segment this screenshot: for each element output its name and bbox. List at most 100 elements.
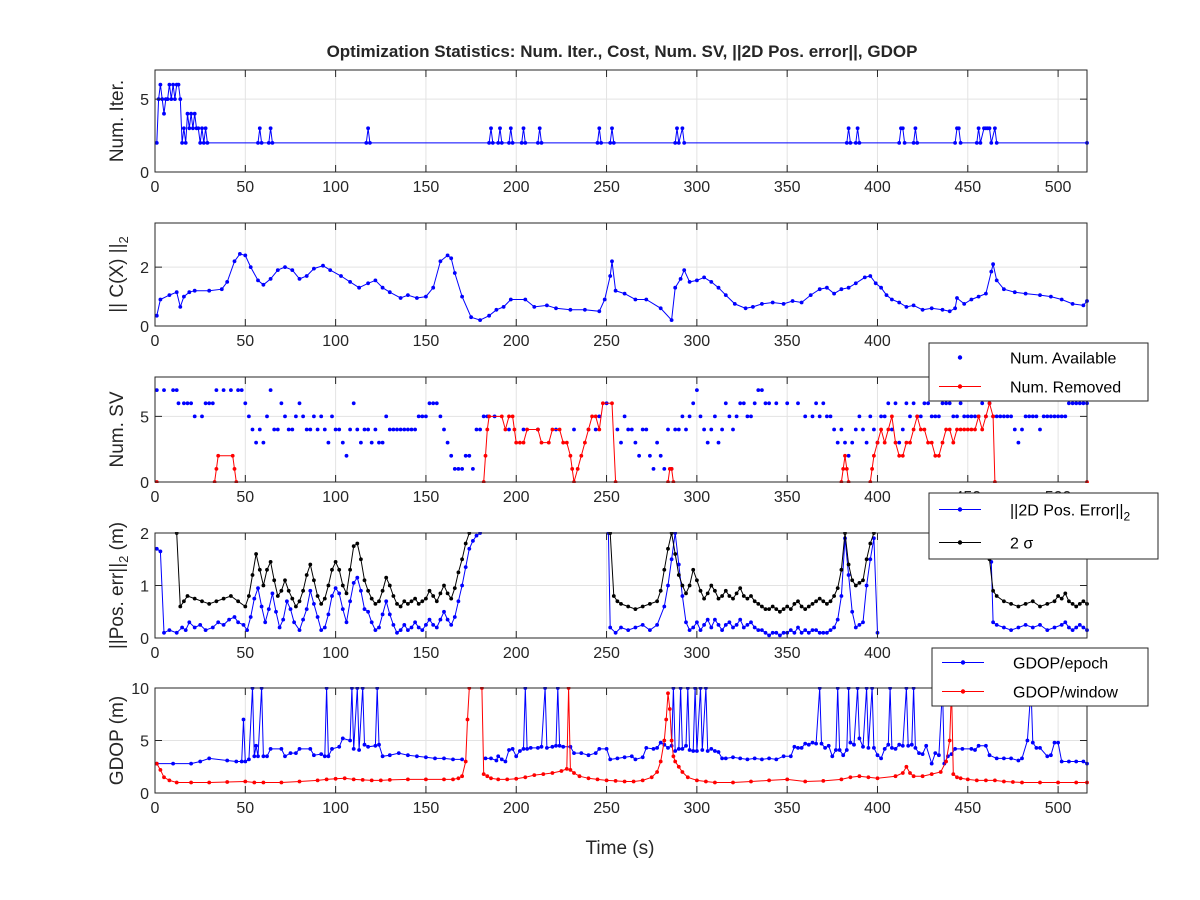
data-point <box>760 604 764 609</box>
data-point <box>169 97 174 101</box>
data-point <box>409 427 414 432</box>
data-point <box>695 388 699 392</box>
data-point <box>803 414 808 419</box>
data-point <box>373 278 378 283</box>
data-point <box>723 588 728 593</box>
data-point <box>680 594 685 598</box>
data-point <box>270 141 275 145</box>
data-point <box>752 625 757 630</box>
data-point <box>1067 401 1071 406</box>
data-point <box>474 533 479 538</box>
data-point <box>554 743 558 748</box>
data-point <box>1081 303 1086 308</box>
y-axis-label: ||Pos. err||2 (m) <box>107 522 131 649</box>
data-point <box>590 414 594 419</box>
data-point <box>738 401 743 406</box>
data-point <box>900 126 905 131</box>
data-point <box>716 623 721 627</box>
data-point <box>702 427 706 432</box>
data-point <box>1025 738 1030 743</box>
data-point <box>774 607 779 611</box>
data-point <box>351 401 356 406</box>
data-point <box>322 427 327 432</box>
data-point <box>301 617 305 622</box>
data-point <box>471 539 475 543</box>
y-axis-label: GDOP (m) <box>107 696 128 785</box>
legend: Num. Available Num. Removed <box>928 342 1149 402</box>
data-point <box>698 628 703 632</box>
data-point <box>994 141 999 145</box>
data-point <box>890 414 894 419</box>
data-point <box>521 126 526 131</box>
legend-box <box>928 492 1159 560</box>
data-point <box>424 623 428 627</box>
data-point <box>366 281 370 286</box>
data-point <box>933 414 938 419</box>
data-point <box>290 427 295 432</box>
data-point <box>1077 623 1082 627</box>
data-point <box>333 586 338 590</box>
data-point <box>1049 294 1053 299</box>
data-point <box>355 427 360 432</box>
data-point <box>760 628 764 632</box>
series-series-0 <box>154 252 1089 322</box>
data-point <box>608 274 613 278</box>
data-point <box>229 388 233 392</box>
data-point <box>792 744 797 749</box>
data-point <box>695 578 699 583</box>
data-point <box>214 599 219 604</box>
data-point <box>268 126 273 131</box>
data-point <box>684 620 688 625</box>
data-point <box>355 541 360 546</box>
data-point <box>508 126 513 131</box>
data-point <box>319 752 324 756</box>
data-point <box>857 774 862 779</box>
data-point <box>844 467 849 471</box>
data-point <box>810 628 815 632</box>
data-point <box>256 141 260 145</box>
plot-area <box>155 70 1087 172</box>
data-point <box>989 141 994 145</box>
x-tick-label: 50 <box>236 645 254 662</box>
data-point <box>1059 623 1064 627</box>
data-point <box>451 777 455 782</box>
data-point <box>559 769 564 773</box>
data-point <box>658 759 663 764</box>
data-point <box>550 427 555 432</box>
data-point <box>1023 414 1028 419</box>
data-point <box>171 388 176 392</box>
data-point <box>330 567 334 572</box>
data-point <box>216 453 221 458</box>
x-tick-label: 0 <box>151 800 160 817</box>
data-point <box>445 617 450 622</box>
data-point <box>752 401 757 406</box>
data-point <box>294 751 298 755</box>
data-point <box>781 630 786 635</box>
data-point <box>460 583 464 588</box>
data-point <box>861 427 865 432</box>
data-point <box>976 743 981 748</box>
data-point <box>763 401 768 406</box>
data-point <box>1056 414 1060 419</box>
data-point <box>760 388 764 392</box>
data-point <box>378 778 383 783</box>
data-point <box>1009 628 1013 632</box>
data-point <box>676 562 681 567</box>
data-point <box>442 756 446 761</box>
data-point <box>705 591 710 596</box>
data-point <box>362 578 367 583</box>
y-tick-label: 1 <box>140 579 149 596</box>
data-point <box>387 612 392 617</box>
data-point <box>191 126 195 131</box>
data-point <box>792 602 797 606</box>
data-point <box>929 440 934 445</box>
data-point <box>915 414 920 419</box>
data-point <box>402 427 407 432</box>
data-point <box>478 427 482 432</box>
data-point <box>178 604 183 609</box>
data-point <box>503 759 508 764</box>
data-point <box>611 141 616 145</box>
data-point <box>648 602 652 606</box>
data-point <box>980 401 985 406</box>
data-point <box>304 427 309 432</box>
